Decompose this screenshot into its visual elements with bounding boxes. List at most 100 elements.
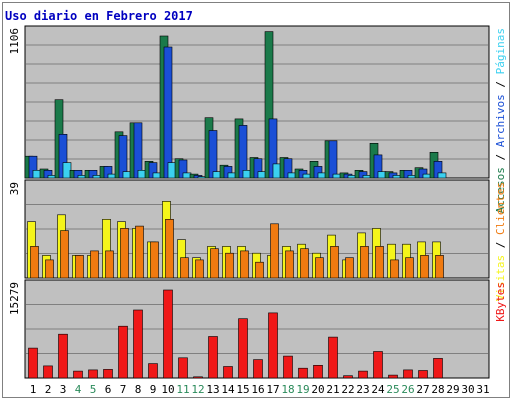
bar-kbytes-day-14 [223,366,233,379]
day-label-31: 31 [476,383,489,396]
day-label-25: 25 [386,383,399,396]
legend-separator: / [494,147,507,167]
bar-clientes-day-9 [150,241,159,279]
day-label-10: 10 [161,383,174,396]
day-label-29: 29 [446,383,459,396]
day-label-19: 19 [296,383,309,396]
legend-entry-páginas: Páginas [494,28,507,74]
bar-clientes-day-16 [255,261,264,279]
bar-kbytes-day-9 [148,363,158,379]
bar-kbytes-day-18 [283,355,293,379]
day-label-11: 11 [176,383,189,396]
bar-clientes-day-21 [330,246,339,279]
bar-kbytes-day-20 [313,364,323,379]
bar-clientes-day-3 [60,230,69,279]
day-label-21: 21 [326,383,339,396]
bar-clientes-day-19 [300,248,309,279]
bar-paginas-day-28 [437,172,447,179]
legend-entry-visitas: Visitas [494,255,507,301]
bar-clientes-day-7 [120,228,129,279]
legend-entry-clientes: Clientes [494,182,507,235]
day-label-16: 16 [251,383,264,396]
day-label-9: 9 [150,383,157,396]
day-label-22: 22 [341,383,354,396]
day-label-30: 30 [461,383,474,396]
bar-kbytes-day-26 [403,369,413,379]
day-label-13: 13 [206,383,219,396]
day-label-24: 24 [371,383,385,396]
day-label-27: 27 [416,383,429,396]
bar-clientes-day-6 [105,250,114,279]
legend-separator: / [494,235,507,255]
bar-kbytes-day-12 [193,376,203,379]
bar-clientes-day-23 [360,246,369,279]
day-label-20: 20 [311,383,324,396]
day-label-23: 23 [356,383,369,396]
bar-clientes-day-27 [420,255,429,279]
legend-middle: Visitas / Clientes [494,182,507,301]
bar-clientes-day-28 [435,255,444,279]
bar-kbytes-day-22 [343,375,353,379]
bar-clientes-day-4 [75,255,84,279]
day-label-2: 2 [45,383,52,396]
bar-clientes-day-5 [90,250,99,279]
bar-kbytes-day-24 [373,351,383,379]
day-label-17: 17 [266,383,279,396]
bar-clientes-day-12 [195,259,204,279]
bar-clientes-day-22 [345,257,354,279]
bar-kbytes-day-10 [163,289,173,379]
bar-archivos-day-8 [133,122,143,179]
bar-kbytes-day-21 [328,336,338,379]
bar-kbytes-day-27 [418,370,428,379]
day-label-15: 15 [236,383,249,396]
bar-kbytes-day-5 [88,369,98,379]
bar-kbytes-day-19 [298,367,308,379]
bar-kbytes-day-1 [28,347,38,379]
bar-kbytes-day-15 [238,318,248,379]
bar-clientes-day-1 [30,246,39,279]
day-label-7: 7 [120,383,127,396]
legend-entry-archivos: Archivos [494,94,507,147]
legend-top: Accesos / Archivos / Páginas [494,28,507,213]
legend-entry-kbytes: KBytes [494,282,507,322]
panel-top-ymax-label: 1106 [8,28,21,55]
bar-clientes-day-17 [270,223,279,279]
legend-separator: / [494,74,507,94]
bar-kbytes-day-28 [433,358,443,379]
bar-clientes-day-18 [285,250,294,279]
bar-kbytes-day-8 [133,309,143,379]
panel-bottom-ymax-label: 15279 [8,282,21,315]
bar-clientes-day-13 [210,248,219,279]
bar-kbytes-day-13 [208,336,218,379]
bar-kbytes-day-23 [358,370,368,379]
bar-kbytes-day-7 [118,325,128,379]
bar-clientes-day-24 [375,246,384,279]
bar-clientes-day-25 [390,259,399,279]
bar-archivos-day-10 [163,46,173,179]
bar-archivos-day-13 [208,130,218,179]
panel-middle-ymax-label: 39 [8,182,21,195]
bar-kbytes-day-16 [253,359,263,379]
bar-clientes-day-8 [135,225,144,279]
bar-kbytes-day-6 [103,369,113,379]
day-label-3: 3 [60,383,67,396]
day-label-1: 1 [30,383,37,396]
day-label-8: 8 [135,383,142,396]
chart-title: Uso diario en Febrero 2017 [5,9,193,23]
outer-frame [2,2,510,398]
day-label-28: 28 [431,383,444,396]
legend-bottom: KBytes [494,282,507,322]
legend-entry-accesos: Accesos [494,167,507,213]
bar-clientes-day-11 [180,257,189,279]
day-label-26: 26 [401,383,414,396]
day-label-6: 6 [105,383,112,396]
bar-kbytes-day-2 [43,365,53,379]
day-label-12: 12 [191,383,204,396]
bar-kbytes-day-4 [73,370,83,379]
bar-archivos-day-21 [328,140,338,179]
bar-clientes-day-2 [45,259,54,279]
day-label-14: 14 [221,383,235,396]
day-label-4: 4 [75,383,82,396]
